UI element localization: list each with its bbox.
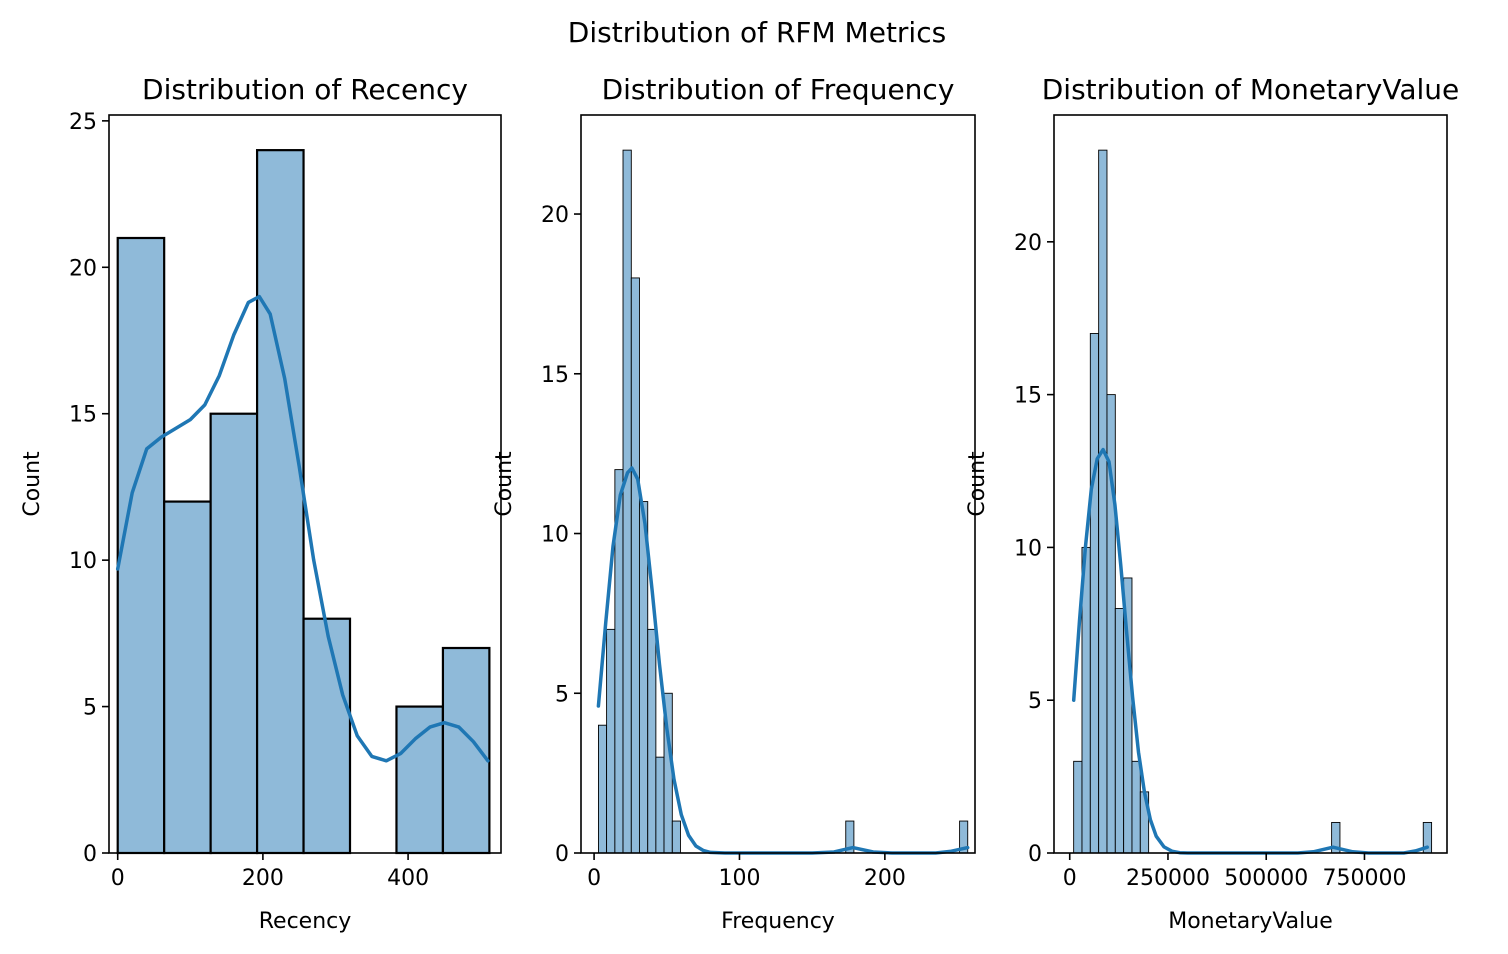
y-tick-label: 5 — [1028, 689, 1042, 714]
subplot-title: Distribution of Recency — [142, 73, 468, 106]
kde-curve — [115, 294, 490, 763]
histogram-bar — [116, 236, 166, 855]
kde-curve — [1071, 447, 1430, 855]
y-tick-label: 25 — [69, 110, 97, 135]
x-tick-label: 400 — [387, 866, 429, 891]
x-tick-label: 200 — [864, 866, 906, 891]
x-tick-label: 250000 — [1126, 866, 1210, 891]
histogram-bar — [395, 705, 445, 855]
histogram-bar — [655, 756, 665, 854]
histogram-bar — [209, 412, 259, 855]
kde-curve — [596, 466, 970, 855]
y-tick-label: 20 — [69, 256, 97, 281]
y-tick-label: 0 — [1028, 842, 1042, 867]
histogram-bar — [1131, 760, 1141, 854]
histogram-bar — [1089, 333, 1100, 854]
histogram-bar — [1098, 149, 1108, 854]
histogram-bar — [255, 149, 305, 855]
y-axis-label: Count — [20, 451, 45, 517]
subplot-title: Distribution of Frequency — [602, 73, 955, 106]
y-tick-label: 15 — [1014, 384, 1042, 409]
y-tick-label: 20 — [541, 203, 569, 228]
x-axis-label: Frequency — [721, 909, 835, 934]
y-tick-label: 10 — [1014, 536, 1042, 561]
axes-frame — [1053, 114, 1448, 854]
subplot-1: 0 200 400 0 5 10 15 20 25 Distribution of Recency… — [20, 73, 502, 934]
subplot-3: 0 250000 500000 750000 0 5 10 15 20 Distribution … — [965, 73, 1459, 934]
y-tick-label: 10 — [541, 523, 569, 548]
histogram-bar — [441, 646, 491, 855]
histogram-bar — [647, 628, 657, 854]
x-axis-label: MonetaryValue — [1168, 909, 1333, 934]
x-tick-label: 100 — [718, 866, 760, 891]
y-tick-label: 20 — [1014, 231, 1042, 256]
y-tick-label: 5 — [555, 682, 569, 707]
histogram-bar — [302, 617, 352, 855]
x-axis-label: Recency — [259, 909, 352, 934]
y-tick-label: 15 — [69, 403, 97, 428]
histogram-bar — [630, 277, 640, 854]
histogram-bar — [671, 820, 681, 854]
y-tick-label: 10 — [69, 549, 97, 574]
figure-suptitle: Distribution of RFM Metrics — [568, 16, 946, 49]
y-axis-label: Count — [965, 451, 990, 517]
x-tick-label: 0 — [1063, 866, 1077, 891]
y-axis-label: Count — [492, 451, 517, 517]
x-tick-label: 500000 — [1224, 866, 1308, 891]
x-tick-label: 0 — [111, 866, 125, 891]
histogram-bar — [1073, 760, 1083, 854]
x-tick-label: 0 — [587, 866, 601, 891]
x-tick-label: 750000 — [1322, 866, 1406, 891]
x-tick-label: 200 — [242, 866, 284, 891]
y-tick-label: 0 — [555, 842, 569, 867]
subplot-title: Distribution of MonetaryValue — [1042, 73, 1460, 106]
histogram-bar — [597, 724, 608, 854]
y-tick-label: 15 — [541, 363, 569, 388]
histogram-bar — [163, 500, 212, 855]
histogram-bar — [606, 628, 616, 854]
y-tick-label: 5 — [83, 696, 97, 721]
histogram-bar — [1114, 608, 1125, 854]
subplot-2: 0 100 200 0 5 10 15 20 Distribution of Frequency… — [492, 73, 976, 934]
y-tick-label: 0 — [83, 842, 97, 867]
axes-frame — [580, 114, 976, 854]
histogram-bar — [622, 149, 632, 854]
axes-frame — [108, 114, 502, 854]
histogram-bar — [638, 501, 649, 854]
